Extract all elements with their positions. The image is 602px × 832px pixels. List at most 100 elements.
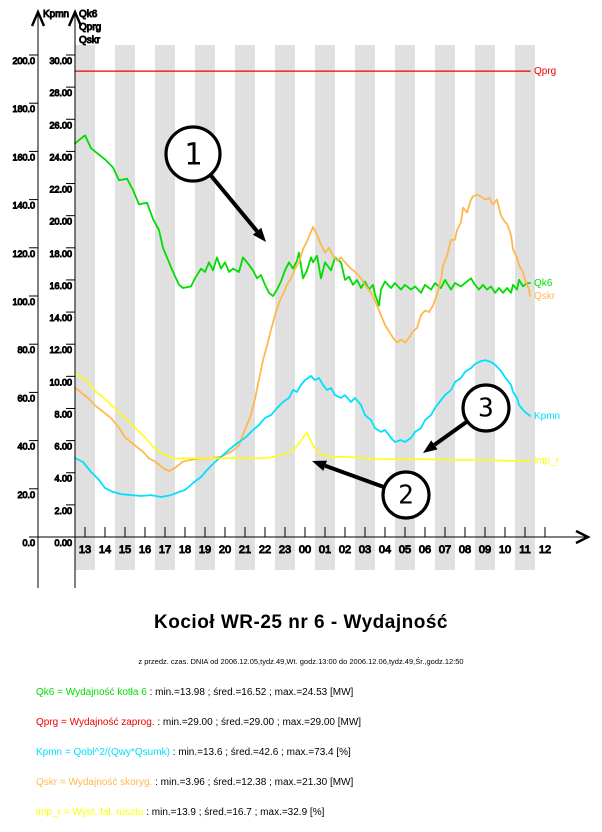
series-line-imp_r <box>74 372 531 462</box>
series-line-qk6 <box>74 134 531 307</box>
legend-series-name: Qskr = Wydajność skoryg. <box>36 777 153 788</box>
x-axis-arrow-icon <box>575 529 591 545</box>
annotations: 1 2 3 <box>164 125 511 520</box>
annotation-circle-1 <box>164 125 222 183</box>
right-axis-label-qskr: Qskr <box>79 35 101 46</box>
left-axis-tick: 200.0 <box>12 56 35 66</box>
legend-series-name: Kpmn = Qobl^2/(Qwy*Qsumk) <box>36 747 170 758</box>
x-axis-tick: 04 <box>379 544 391 556</box>
x-axis-tick: 12 <box>539 544 551 556</box>
right-scale-tick: 2.00 <box>54 506 72 516</box>
series-label-qskr: Qskr <box>534 291 556 302</box>
series-label-imp_r: imp_r <box>534 456 560 467</box>
chart-subtitle: z przedz. czas. DNIA od 2006.12.05,tydz.… <box>138 657 464 666</box>
x-axis-tick: 08 <box>459 544 471 556</box>
right-scale-tick: 20.00 <box>49 217 72 227</box>
right-scale-tick: 22.00 <box>49 185 72 195</box>
right-scale-tick: 8.00 <box>54 409 72 419</box>
right-scale-tick: 6.00 <box>54 442 72 452</box>
x-axis-tick: 01 <box>319 544 331 556</box>
legend-item-qk6: Qk6 = Wydajność kotła 6 : min.=13.98 ; ś… <box>36 687 353 698</box>
right-scale-tick: 0.00 <box>54 538 72 548</box>
hour-bands <box>75 45 535 570</box>
right-scale-tick: 26.00 <box>49 120 72 130</box>
right-axis-label-qprg: Qprg <box>79 22 101 33</box>
left-axis-tick: 60.0 <box>17 393 35 403</box>
x-axis-tick: 02 <box>339 544 351 556</box>
legend-series-stats: : min.=3.96 ; śred.=12.38 ; max.=21.30 [… <box>152 777 354 788</box>
series-label-qk6: Qk6 <box>534 278 553 289</box>
legend-series-stats: : min.=13.6 ; śred.=42.6 ; max.=73.4 [%] <box>169 747 351 758</box>
series-line-kpmn <box>74 359 531 498</box>
axes: Kpmn Qk6 Qprg Qskr 0.0 20.0 40.0 60.0 80.0 100.0 1… <box>12 8 591 588</box>
x-axis-tick: 21 <box>239 544 251 556</box>
right-scale-tick: 28.00 <box>49 88 72 98</box>
right-scale-tick: 4.00 <box>54 474 72 484</box>
left-axis-tick: 80.0 <box>17 345 35 355</box>
left-axis-tick: 20.0 <box>17 490 35 500</box>
right-scale-tick: 10.00 <box>49 377 72 387</box>
legend-item-qskr: Qskr = Wydajność skoryg. : min.=3.96 ; ś… <box>36 777 353 788</box>
legend-series-stats: : min.=29.00 ; śred.=29.00 ; max.=29.00 … <box>154 717 362 728</box>
legend-item-qprg: Qprg = Wydajność zaprog. : min.=29.00 ; … <box>36 717 361 728</box>
x-axis-tick: 11 <box>519 544 530 556</box>
annotation-arrow-2 <box>324 463 386 490</box>
x-axis-tick: 10 <box>499 544 511 556</box>
right-axis-label-qk6: Qk6 <box>79 9 98 20</box>
annotation-arrowhead-icon <box>312 460 328 471</box>
x-axis-tick: 16 <box>139 544 151 556</box>
left-axis-tick: 180.0 <box>12 104 35 114</box>
annotation-arrowhead-icon <box>252 227 266 242</box>
legend-series-stats: : min.=13.9 ; śred.=16.7 ; max.=32.9 [%] <box>143 807 325 818</box>
annotation-arrowhead-icon <box>423 440 438 453</box>
x-axis-tick: 05 <box>399 544 411 556</box>
right-scale-tick: 30.00 <box>49 56 72 66</box>
x-axis-tick: 06 <box>419 544 431 556</box>
left-axis-label: Kpmn <box>43 9 69 20</box>
left-axis-arrow-icon <box>30 8 46 27</box>
left-axis-tick: 40.0 <box>17 442 35 452</box>
x-axis-tick: 00 <box>299 544 311 556</box>
legend-item-kpmn: Kpmn = Qobl^2/(Qwy*Qsumk) : min.=13.6 ; … <box>36 747 351 758</box>
right-scale-tick: 18.00 <box>49 249 72 259</box>
right-axis-arrow-icon <box>67 8 83 27</box>
x-axis-tick: 14 <box>99 544 111 556</box>
legend-series-name: Qk6 = Wydajność kotła 6 <box>36 687 147 698</box>
left-axis-tick: 0.0 <box>22 538 35 548</box>
left-axis-tick: 100.0 <box>12 297 35 307</box>
legend-item-impr: imp_r = Wyst. fal. rusztu : min.=13.9 ; … <box>36 807 324 818</box>
series-line-qskr <box>74 193 531 473</box>
x-axis-tick: 13 <box>79 544 91 556</box>
x-axis-tick: 09 <box>479 544 491 556</box>
annotation-arrow-3 <box>433 419 469 447</box>
left-axis-tick: 160.0 <box>12 152 35 162</box>
x-axis-tick: 17 <box>159 544 171 556</box>
series-lines: Qprg Qk6 Qskr Kpmn imp_r <box>74 66 560 498</box>
right-scale-tick: 14.00 <box>49 313 72 323</box>
x-axis-tick: 18 <box>179 544 191 556</box>
x-axis-tick: 20 <box>219 544 231 556</box>
series-label-qprg: Qprg <box>534 66 556 77</box>
annotation-arrow-1 <box>208 173 259 233</box>
left-axis-tick: 120.0 <box>12 249 35 259</box>
legend-series-name: imp_r = Wyst. fal. rusztu <box>36 807 144 818</box>
annotation-circle-2 <box>381 470 431 520</box>
x-axis-tick: 22 <box>259 544 271 556</box>
x-axis-tick: 03 <box>359 544 371 556</box>
x-axis-tick: 19 <box>199 544 211 556</box>
x-axis-tick: 23 <box>279 544 291 556</box>
right-scale-tick: 16.00 <box>49 281 72 291</box>
right-scale-tick: 12.00 <box>49 345 72 355</box>
legend-series-stats: : min.=13.98 ; śred.=16.52 ; max.=24.53 … <box>146 687 354 698</box>
series-label-kpmn: Kpmn <box>534 411 560 422</box>
right-scale-tick: 24.00 <box>49 152 72 162</box>
annotation-number-3: 3 <box>478 394 494 424</box>
annotation-number-2: 2 <box>398 481 414 511</box>
x-axis-tick: 15 <box>119 544 131 556</box>
chart-title: Kocioł WR-25 nr 6 - Wydajność <box>154 612 448 633</box>
legend-series-name: Qprg = Wydajność zaprog. <box>36 717 155 728</box>
annotation-number-1: 1 <box>184 137 202 172</box>
x-axis-tick: 07 <box>439 544 451 556</box>
